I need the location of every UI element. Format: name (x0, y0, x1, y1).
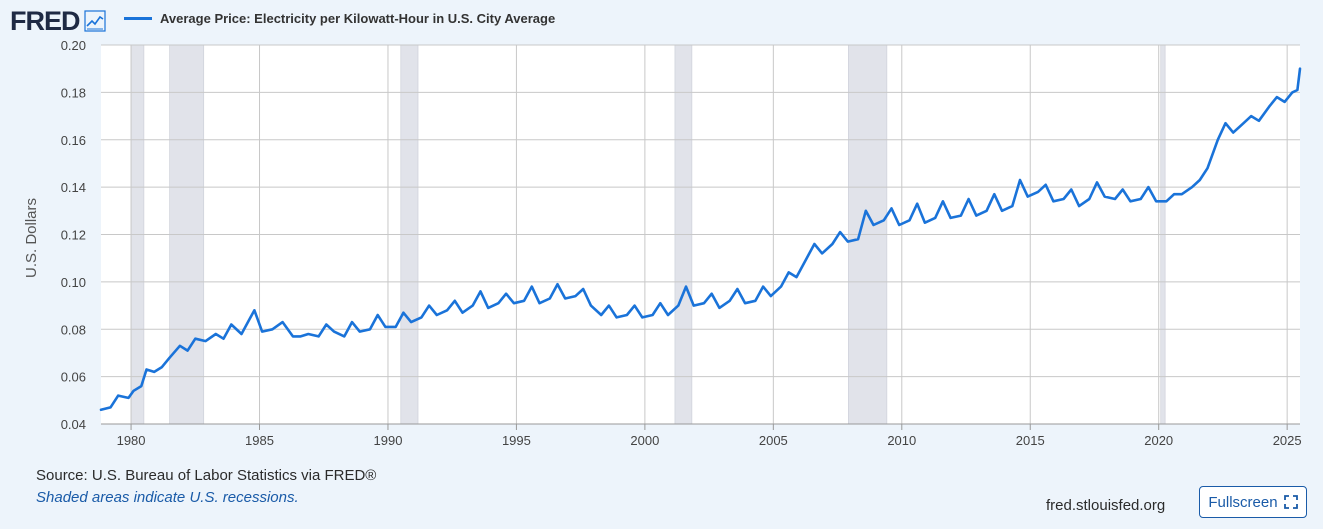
y-axis-ticks: 0.04 0.06 0.08 0.10 0.12 0.14 0.16 0.18 0.20 (61, 38, 86, 432)
site-link[interactable]: fred.stlouisfed.org (1046, 497, 1166, 514)
series-layer (99, 67, 1302, 412)
series-line (99, 67, 1302, 412)
y-tick-label: 0.06 (61, 370, 86, 385)
legend-swatch (124, 17, 152, 20)
x-tick-label: 2010 (887, 433, 916, 448)
x-tick-label: 2020 (1144, 433, 1173, 448)
recession-note: Shaded areas indicate U.S. recessions. (36, 489, 299, 506)
fullscreen-button[interactable]: Fullscreen (1199, 486, 1307, 518)
y-tick-label: 0.04 (61, 417, 86, 432)
x-tick-label: 1980 (117, 433, 146, 448)
fullscreen-label: Fullscreen (1208, 493, 1278, 511)
y-tick-label: 0.12 (61, 228, 86, 243)
y-tick-label: 0.18 (61, 85, 86, 100)
x-tick-label: 2025 (1273, 433, 1302, 448)
y-tick-label: 0.14 (61, 180, 86, 195)
y-tick-label: 0.20 (61, 38, 86, 53)
x-tick-label: 1985 (245, 433, 274, 448)
source-note: Source: U.S. Bureau of Labor Statistics … (36, 467, 377, 484)
y-tick-label: 0.16 (61, 133, 86, 148)
y-tick-label: 0.08 (61, 322, 86, 337)
legend-series-label: Average Price: Electricity per Kilowatt-… (160, 11, 556, 26)
expand-icon (1283, 495, 1298, 509)
x-tick-label: 2015 (1016, 433, 1045, 448)
chart-header: FRED Average Price: Electricity per Kilo… (0, 0, 1323, 44)
y-tick-label: 0.10 (61, 275, 86, 290)
x-tick-label: 1990 (374, 433, 403, 448)
logo-text: FRED (10, 5, 80, 36)
x-axis-ticks: 1980 1985 1990 1995 2000 2005 2010 2015 2020 2025 (101, 423, 1302, 448)
x-tick-label: 1995 (502, 433, 531, 448)
x-tick-label: 2000 (630, 433, 659, 448)
x-tick-label: 2005 (759, 433, 788, 448)
chart-line-icon (83, 10, 106, 32)
line-chart[interactable]: 0.04 0.06 0.08 0.10 0.12 0.14 0.16 0.18 0.20 198… (0, 0, 1323, 460)
fred-logo[interactable]: FRED (10, 6, 106, 36)
y-axis-label: U.S. Dollars (23, 198, 40, 278)
chart-legend: Average Price: Electricity per Kilowatt-… (124, 11, 555, 26)
